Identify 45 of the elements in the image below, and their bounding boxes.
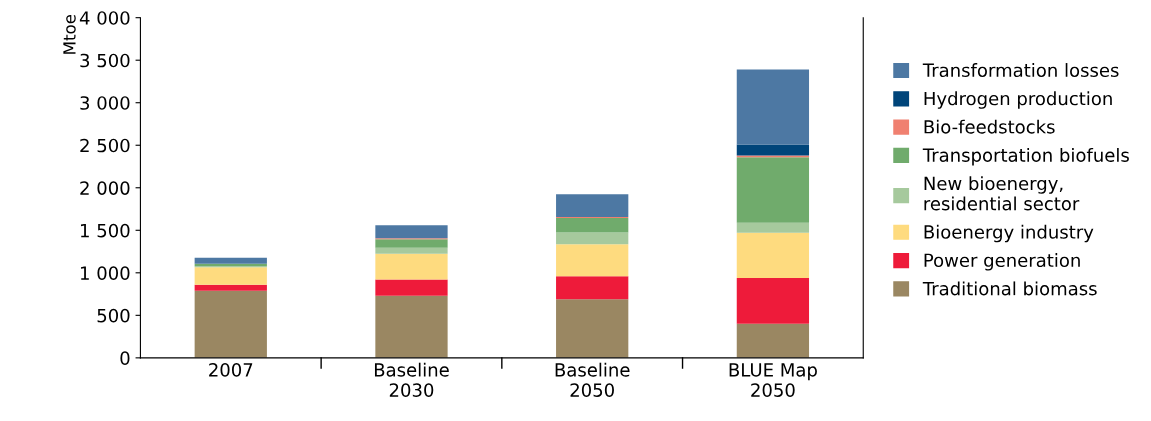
y-tick-label: 3 500 [80, 53, 130, 68]
bar [556, 299, 629, 358]
bar [556, 232, 629, 245]
x-tick-label: Baseline 2050 [555, 362, 630, 397]
y-tick-label: 1 500 [80, 223, 130, 238]
bar [194, 267, 267, 285]
bar [375, 279, 448, 296]
bar [556, 217, 629, 233]
bar [375, 295, 448, 358]
x-tick-label: BLUE Map 2050 [729, 363, 817, 397]
legend-label: Bio-feedstocks [924, 119, 1055, 134]
legend-label: Transportation biofuels [922, 147, 1129, 166]
x-tick-label: Baseline 2030 [374, 362, 449, 397]
bar [736, 69, 810, 145]
legend-label: Bioenergy industry [924, 224, 1094, 243]
y-tick-label: 2 500 [80, 138, 130, 153]
bar [736, 323, 810, 358]
bar [736, 144, 810, 156]
bar [194, 257, 267, 264]
bar [194, 284, 267, 291]
y-tick-label: 2 000 [80, 181, 130, 195]
y-tick-label: 4 000 [79, 11, 130, 25]
bar [375, 247, 448, 254]
bar [194, 290, 267, 358]
legend-label: Hydrogen production [924, 91, 1112, 109]
bar [736, 277, 810, 324]
bar [556, 244, 629, 277]
bar [736, 232, 810, 278]
bar [375, 239, 448, 248]
y-tick-label: 500 [97, 308, 130, 323]
x-tick-label: 2007 [209, 363, 253, 377]
y-axis-title: Mtoe [63, 14, 76, 54]
y-tick-label: 3 000 [80, 96, 130, 110]
bar [736, 157, 810, 223]
bar [556, 194, 629, 218]
y-tick-label: 1 000 [80, 266, 130, 280]
bar [375, 225, 448, 239]
y-tick-label: 0 [120, 351, 130, 365]
bar [736, 222, 810, 233]
legend-label: New bioenergy, residential sector [924, 176, 1080, 211]
bar [375, 253, 448, 280]
legend-label: Traditional biomass [922, 281, 1097, 296]
bar [556, 276, 629, 300]
legend-label: Power generation [924, 253, 1080, 271]
legend-label: Transformation losses [922, 63, 1119, 78]
